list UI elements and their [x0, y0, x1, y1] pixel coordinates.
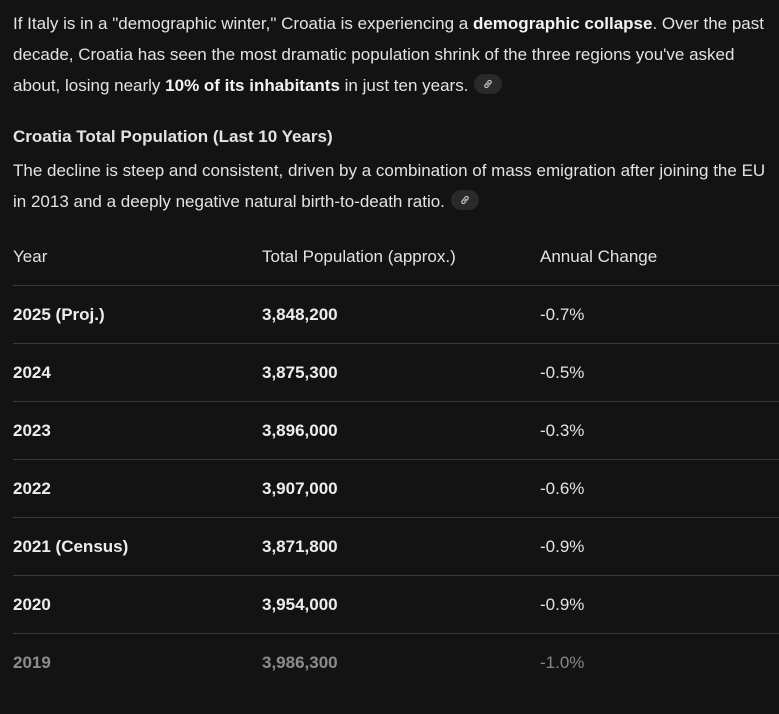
cell-change: -0.5%: [540, 343, 779, 402]
table-row: 2022 3,907,000 -0.6%: [13, 459, 779, 518]
cell-year: 2025 (Proj.): [13, 285, 262, 344]
header-year: Year: [13, 247, 48, 266]
cell-year: 2019: [13, 633, 262, 691]
intro-text-2: . Over the past decade, Croatia has seen…: [13, 14, 764, 95]
link-icon: [461, 195, 469, 205]
cell-population: 3,875,300: [262, 343, 540, 402]
cell-population: 3,871,800: [262, 517, 540, 576]
cell-change: -0.9%: [540, 575, 779, 634]
intro-bold-1: demographic collapse: [472, 14, 653, 33]
cell-population: 3,907,000: [262, 459, 540, 518]
table-row: 2019 3,986,300 -1.0%: [13, 633, 779, 691]
intro-bold-2: 10% of its inhabitants: [165, 76, 340, 95]
population-table: Year Total Population (approx.) Annual C…: [13, 247, 779, 691]
cell-change: -0.3%: [540, 401, 779, 460]
cell-year: 2022: [13, 459, 262, 518]
response-content: If Italy is in a "demographic winter," C…: [13, 8, 779, 691]
cell-change: -1.0%: [540, 633, 779, 691]
section-paragraph: The decline is steep and consistent, dri…: [13, 155, 766, 217]
section-text: The decline is steep and consistent, dri…: [13, 161, 766, 211]
cell-year: 2024: [13, 343, 262, 402]
table-row: 2023 3,896,000 -0.3%: [13, 401, 779, 460]
section-title: Croatia Total Population (Last 10 Years): [13, 127, 333, 146]
table-row: 2025 (Proj.) 3,848,200 -0.7%: [13, 285, 779, 344]
cell-population: 3,986,300: [262, 633, 540, 691]
intro-paragraph: If Italy is in a "demographic winter," C…: [13, 8, 766, 101]
source-link-button[interactable]: [450, 190, 479, 210]
table-row: 2020 3,954,000 -0.9%: [13, 575, 779, 634]
table-header-row: Year Total Population (approx.) Annual C…: [13, 247, 779, 286]
link-icon: [484, 79, 493, 89]
table-row: 2021 (Census) 3,871,800 -0.9%: [13, 517, 779, 576]
cell-year: 2023: [13, 401, 262, 460]
intro-text-1: If Italy is in a "demographic winter," C…: [13, 14, 473, 33]
cell-population: 3,848,200: [262, 285, 540, 344]
table-row: 2024 3,875,300 -0.5%: [13, 343, 779, 402]
intro-text-3: in just ten years.: [339, 76, 469, 95]
header-annual-change: Annual Change: [540, 247, 658, 266]
header-population: Total Population (approx.): [262, 247, 456, 266]
cell-change: -0.7%: [540, 285, 779, 344]
cell-population: 3,896,000: [262, 401, 540, 460]
cell-population: 3,954,000: [262, 575, 540, 634]
cell-change: -0.9%: [540, 517, 779, 576]
cell-year: 2020: [13, 575, 262, 634]
source-link-button[interactable]: [474, 74, 503, 94]
cell-change: -0.6%: [540, 459, 779, 518]
cell-year: 2021 (Census): [13, 517, 262, 576]
